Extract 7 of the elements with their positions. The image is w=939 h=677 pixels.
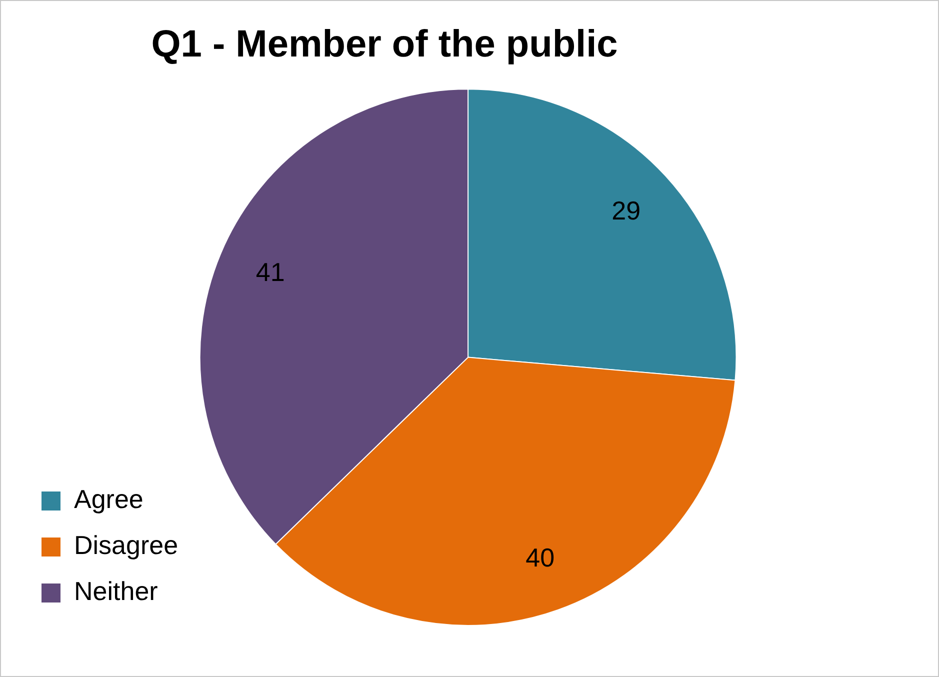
legend-label: Neither bbox=[74, 576, 158, 606]
data-label: 40 bbox=[526, 542, 555, 573]
legend-label: Disagree bbox=[74, 530, 178, 560]
legend-label: Agree bbox=[74, 484, 144, 514]
data-label: 41 bbox=[256, 256, 285, 287]
chart-title: Q1 - Member of the public bbox=[151, 23, 618, 66]
data-label: 29 bbox=[612, 195, 641, 226]
